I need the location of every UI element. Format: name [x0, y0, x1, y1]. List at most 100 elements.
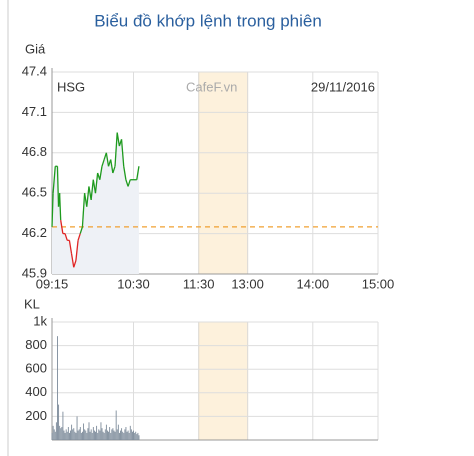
x-tick-label: 09:15	[36, 276, 69, 291]
volume-bar	[123, 432, 125, 440]
volume-bar	[112, 428, 114, 440]
volume-bar	[133, 430, 134, 440]
volume-bar	[93, 430, 95, 440]
y-tick-label: 47.1	[22, 104, 47, 119]
y-tick-label: 400	[25, 384, 47, 399]
volume-bar	[95, 431, 96, 440]
price-segment	[99, 166, 103, 180]
price-segment	[73, 260, 77, 268]
volume-bar	[118, 432, 120, 440]
volume-bar	[132, 431, 133, 440]
volume-bar	[70, 430, 71, 440]
volume-bar	[80, 432, 82, 440]
x-tick-label: 11:30	[183, 276, 215, 291]
volume-bar	[63, 430, 65, 440]
x-tick-label: 10:30	[117, 276, 150, 291]
volume-bar	[72, 429, 74, 440]
price-segment	[125, 179, 129, 187]
volume-bar	[90, 429, 92, 440]
price-segment	[64, 233, 68, 241]
volume-bar	[73, 428, 75, 440]
price-segment	[81, 193, 86, 227]
price-segment	[123, 166, 127, 180]
price-segment	[110, 159, 114, 174]
y-tick-label: 47.4	[22, 63, 47, 78]
volume-bar	[114, 431, 116, 440]
volume-bar	[84, 429, 86, 440]
volume-bar	[130, 429, 132, 440]
volume-bar	[100, 422, 102, 440]
volume-bar	[91, 432, 93, 440]
price-segment	[112, 166, 116, 174]
volume-bar	[126, 431, 128, 440]
volume-bar	[97, 432, 99, 440]
price-segment	[116, 132, 121, 147]
volume-bar	[129, 425, 131, 440]
session-break	[198, 71, 249, 275]
volume-bar	[75, 432, 77, 440]
volume-bar	[77, 430, 79, 440]
price-segment	[52, 166, 56, 194]
price-segment	[94, 172, 99, 194]
y-tick-label: 1k	[33, 313, 47, 328]
volume-bar	[52, 425, 54, 440]
volume-bar	[88, 422, 90, 440]
volume-bar	[60, 428, 62, 440]
volume-bar	[65, 429, 67, 440]
volume-bar	[104, 429, 106, 440]
volume-bar	[74, 431, 76, 440]
volume-bar	[68, 432, 70, 440]
price-segment	[114, 132, 118, 167]
volume-bar	[134, 432, 136, 440]
volume-bar	[135, 431, 137, 440]
volume-bar	[105, 424, 107, 440]
volume-bar	[59, 425, 61, 440]
volume-bar	[79, 427, 81, 440]
volume-bar	[78, 429, 80, 440]
price-segment	[70, 253, 75, 268]
volume-bar	[138, 435, 140, 440]
volume-bar	[98, 429, 100, 440]
volume-bar	[55, 422, 57, 440]
y-axis-label: KL	[24, 296, 40, 311]
date-label: 29/11/2016	[311, 79, 375, 94]
volume-bar	[127, 430, 129, 440]
volume-bar	[62, 411, 64, 440]
x-tick-label: 13:00	[231, 276, 264, 291]
volume-bar	[83, 423, 85, 440]
price-segment	[77, 233, 81, 241]
price-segment	[60, 220, 64, 234]
y-tick-label: 46.8	[22, 144, 47, 159]
volume-bar	[108, 431, 110, 440]
price-segment	[56, 166, 60, 207]
chart-title: Biểu đồ khớp lệnh trong phiên	[94, 11, 322, 30]
price-area	[52, 132, 139, 274]
volume-bar	[51, 432, 53, 440]
volume-bar	[116, 429, 118, 440]
y-tick-label: 200	[25, 408, 47, 423]
volume-bar	[115, 410, 117, 440]
volume-bar	[58, 404, 60, 440]
price-segment	[101, 159, 105, 167]
volume-bar	[76, 416, 78, 440]
volume-bar	[125, 427, 127, 440]
volume-bar	[85, 430, 87, 440]
volume-bar	[87, 428, 89, 440]
price-segment	[51, 193, 54, 227]
volume-bar	[82, 431, 83, 440]
volume-bar	[103, 432, 105, 440]
volume-bar	[99, 430, 101, 440]
volume-bar	[53, 429, 55, 440]
volume-bar	[128, 432, 130, 440]
y-tick-label: 600	[25, 361, 47, 376]
volume-bar	[96, 425, 98, 440]
y-tick-label: 800	[25, 337, 47, 352]
y-tick-label: 46.2	[22, 225, 47, 240]
volume-bar	[107, 430, 108, 440]
volume-bar	[110, 432, 112, 440]
volume-bar	[124, 429, 126, 440]
volume-bar	[57, 336, 58, 440]
volume-bar	[101, 428, 103, 440]
